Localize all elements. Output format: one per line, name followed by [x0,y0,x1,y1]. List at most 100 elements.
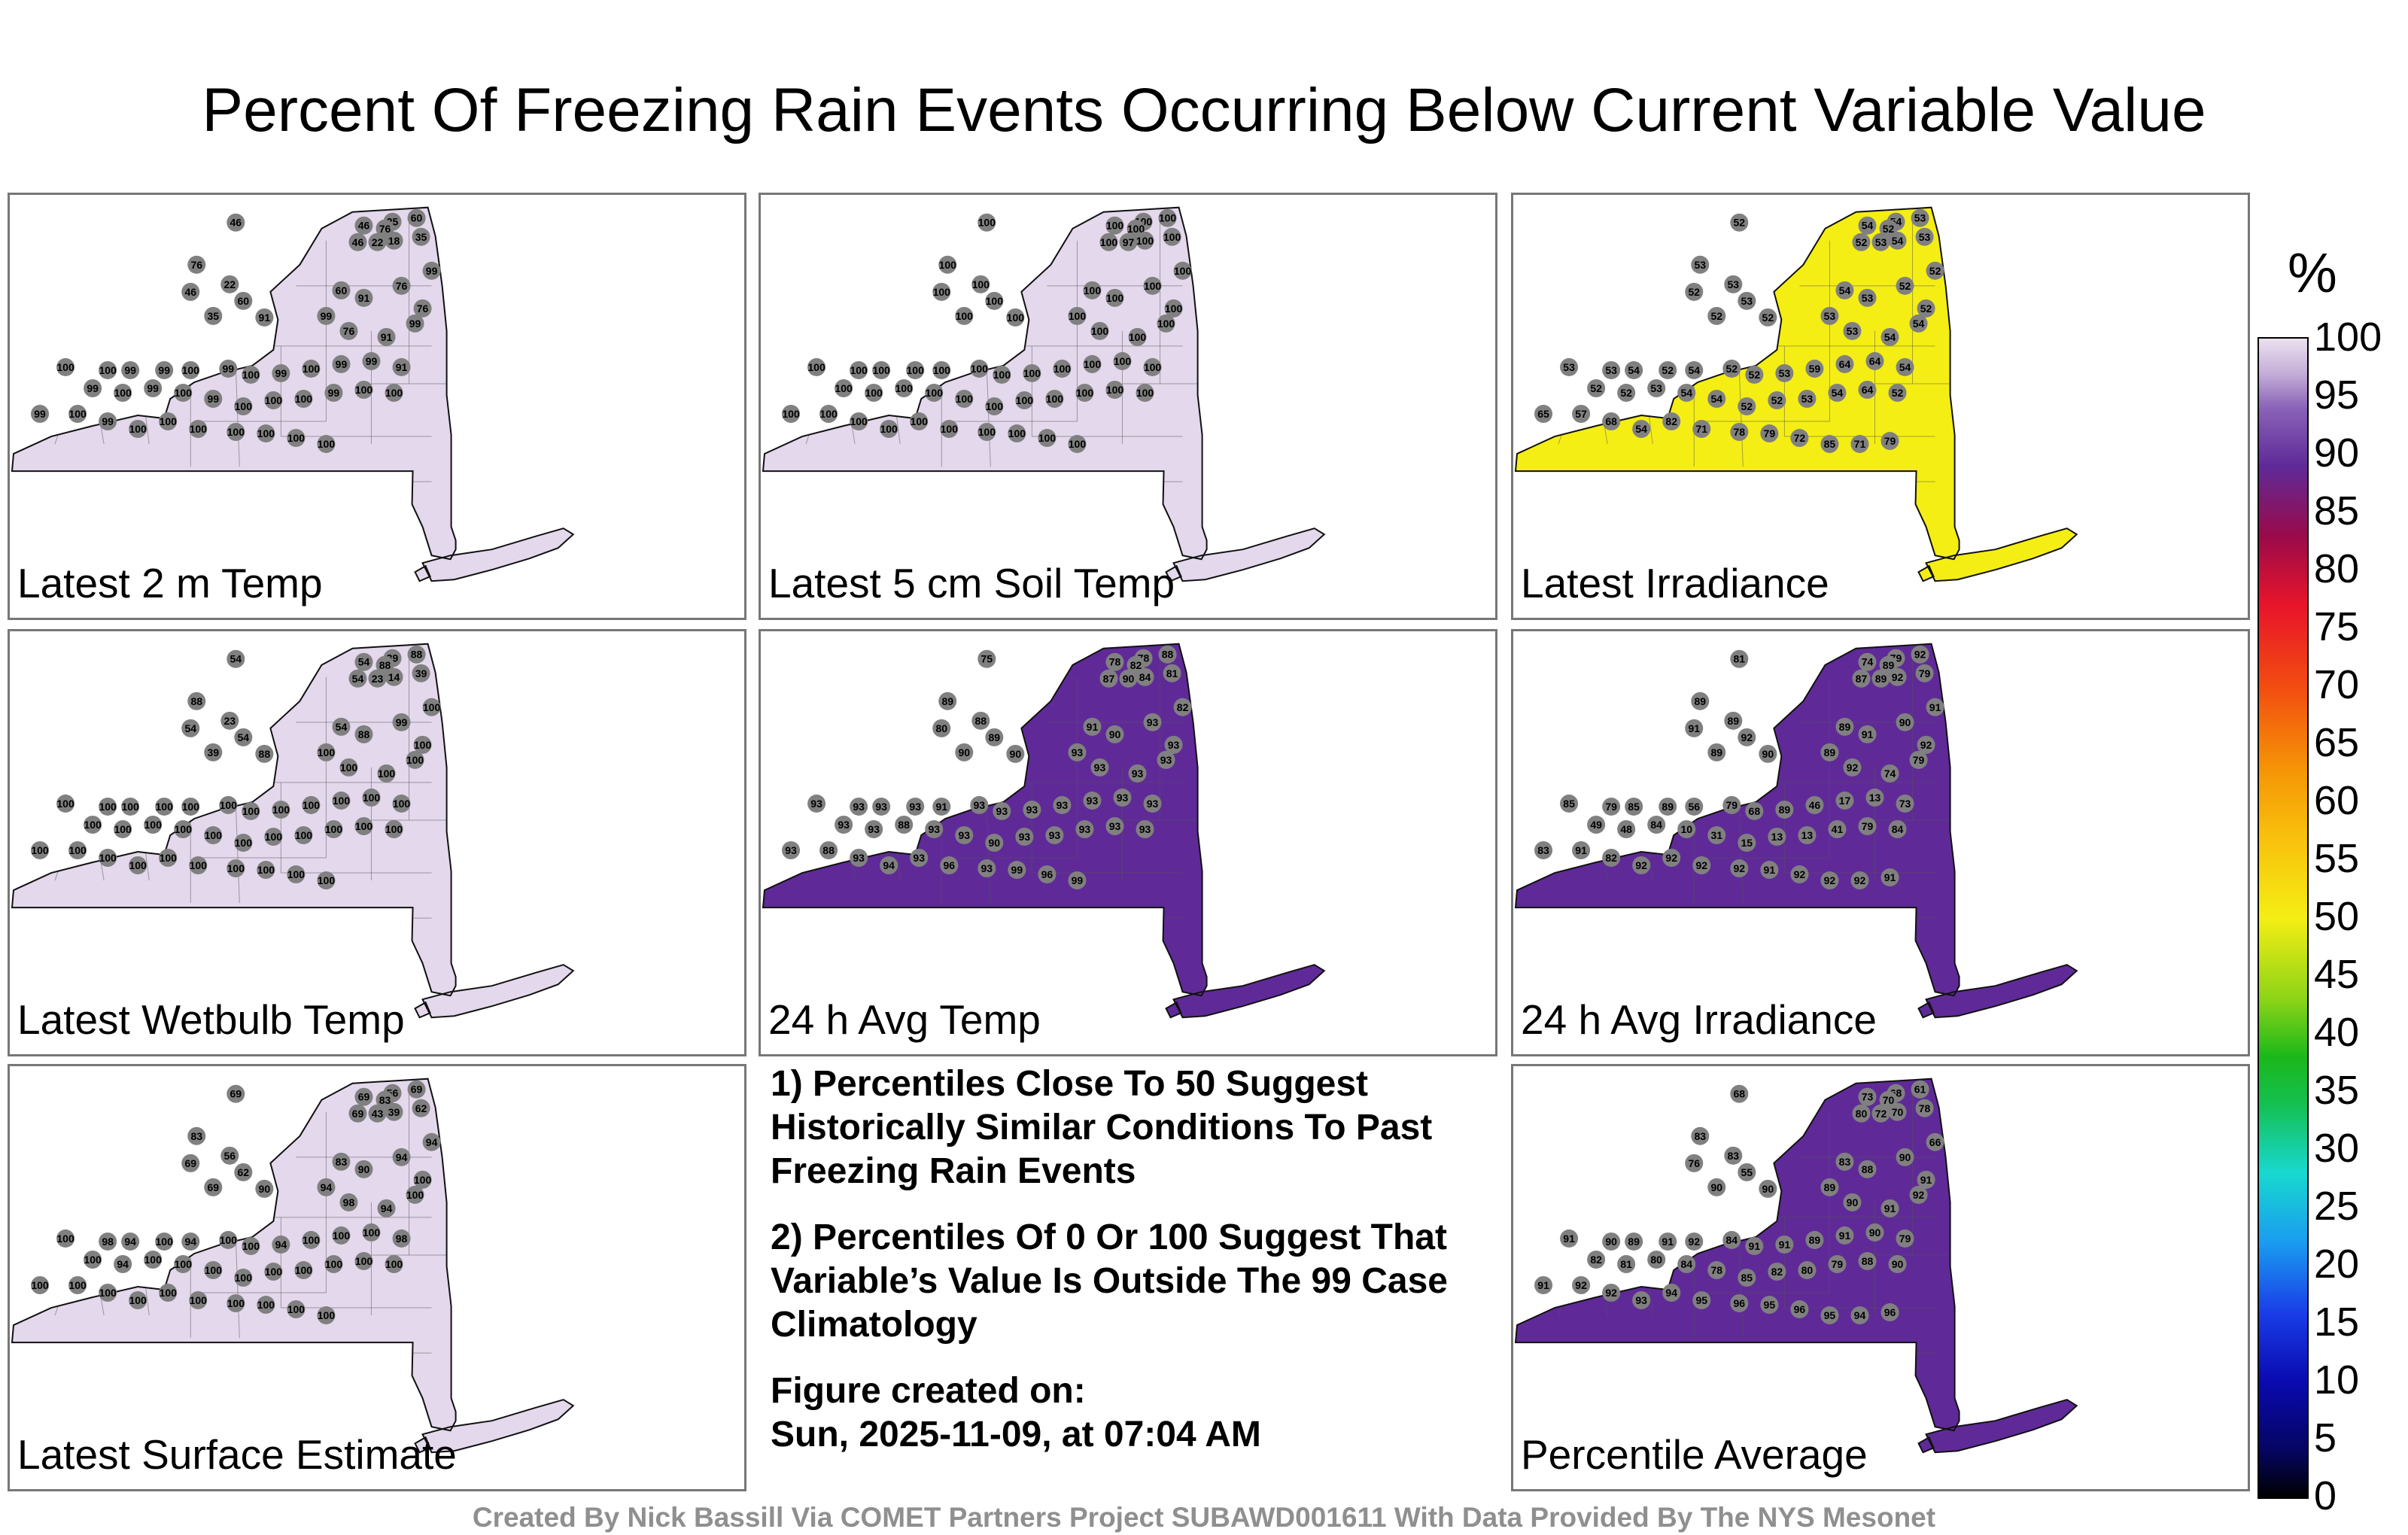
station-marker: 94 [392,1147,411,1166]
station-value: 100 [235,1272,253,1284]
station-value: 53 [1563,361,1575,373]
station-marker: 15 [1738,833,1756,853]
station-marker: 93 [955,825,974,845]
colorbar-tick: 40 [2314,1010,2360,1055]
station-value: 46 [184,286,196,298]
station-value: 100 [227,862,245,874]
station-marker: 93 [925,819,944,838]
station-marker: 94 [377,1199,396,1217]
station-marker: 73 [1858,1087,1877,1106]
station-marker: 100 [302,359,321,378]
station-marker: 100 [392,794,411,813]
station-value: 100 [318,1309,336,1321]
station-marker: 100 [257,424,275,443]
station-marker: 99 [155,360,174,379]
station-value: 54 [230,653,242,665]
station-marker: 39 [385,1102,403,1121]
station-value: 82 [1665,415,1677,427]
station-value: 100 [1069,438,1087,450]
station-marker: 52 [1852,233,1871,251]
station-value: 100 [1106,220,1124,232]
station-value: 100 [190,1294,208,1306]
station-value: 100 [99,852,117,864]
station-marker: 93 [1157,750,1175,769]
station-value: 100 [156,801,174,813]
station-marker: 100 [317,743,336,761]
station-value: 96 [1041,868,1054,880]
station-marker: 100 [1128,327,1147,346]
station-value: 90 [1605,1236,1617,1248]
station-value: 84 [1650,819,1662,831]
station-value: 93 [996,805,1008,817]
station-value: 31 [1710,829,1722,841]
station-marker: 100 [971,275,990,293]
station-marker: 73 [1896,794,1914,813]
station-marker: 100 [144,815,163,834]
station-value: 87 [1103,673,1115,685]
station-value: 43 [372,1108,384,1120]
station-value: 94 [426,1136,438,1148]
station-value: 59 [1809,363,1821,375]
station-value: 89 [1824,1181,1836,1193]
station-value: 54 [1839,284,1851,296]
station-marker: 94 [114,1254,132,1273]
station-marker: 100 [406,750,424,769]
station-marker: 99 [121,360,140,379]
station-value: 72 [1794,432,1806,444]
station-marker: 100 [155,797,174,816]
station-value: 92 [1665,852,1677,864]
station-value: 100 [160,415,178,427]
station-marker: 31 [1707,825,1726,845]
station-marker: 100 [129,856,147,875]
station-value: 52 [1710,310,1722,322]
station-marker: 88 [1858,1160,1877,1178]
station-value: 91 [1779,1239,1791,1251]
station-value: 90 [1710,1181,1722,1193]
station-value: 92 [1734,862,1746,874]
station-marker: 54 [1685,360,1704,379]
station-marker: 100 [1136,383,1154,402]
station-value: 100 [1076,387,1094,399]
station-marker: 100 [955,306,974,325]
station-value: 91 [1537,1279,1549,1291]
station-marker: 54 [227,649,245,668]
station-marker: 100 [1158,208,1177,227]
colorbar-unit: % [2288,242,2337,304]
station-value: 93 [1079,823,1091,835]
station-marker: 99 [31,404,50,424]
station-value: 83 [1839,1156,1851,1168]
station-marker: 93 [1090,758,1109,777]
station-value: 100 [907,364,925,376]
station-marker: 99 [272,363,290,382]
station-marker: 100 [1143,357,1162,376]
station-marker: 91 [1572,840,1591,860]
station-marker: 87 [1852,669,1871,688]
station-value: 54 [1688,364,1700,376]
station-value: 100 [318,438,336,450]
station-marker: 96 [1790,1300,1809,1319]
station-marker: 100 [159,1284,178,1302]
station-marker: 100 [1105,380,1124,399]
station-value: 100 [835,382,853,394]
station-marker: 93 [1083,791,1102,810]
station-value: 53 [1801,393,1814,405]
station-value: 100 [872,364,890,376]
station-value: 89 [1662,801,1674,813]
station-value: 100 [68,1279,87,1291]
station-value: 96 [943,859,955,871]
station-marker: 52 [1768,391,1786,410]
station-value: 100 [819,408,838,420]
station-value: 88 [975,715,987,727]
station-marker: 100 [219,795,238,814]
station-value: 100 [295,393,313,405]
station-value: 96 [1734,1297,1746,1309]
station-marker: 72 [1790,429,1809,448]
station-marker: 94 [880,856,898,875]
station-value: 100 [303,799,321,811]
station-marker: 65 [1534,404,1553,424]
station-marker: 100 [189,420,208,439]
station-marker: 90 [1759,1179,1777,1198]
station-value: 100 [205,829,223,841]
